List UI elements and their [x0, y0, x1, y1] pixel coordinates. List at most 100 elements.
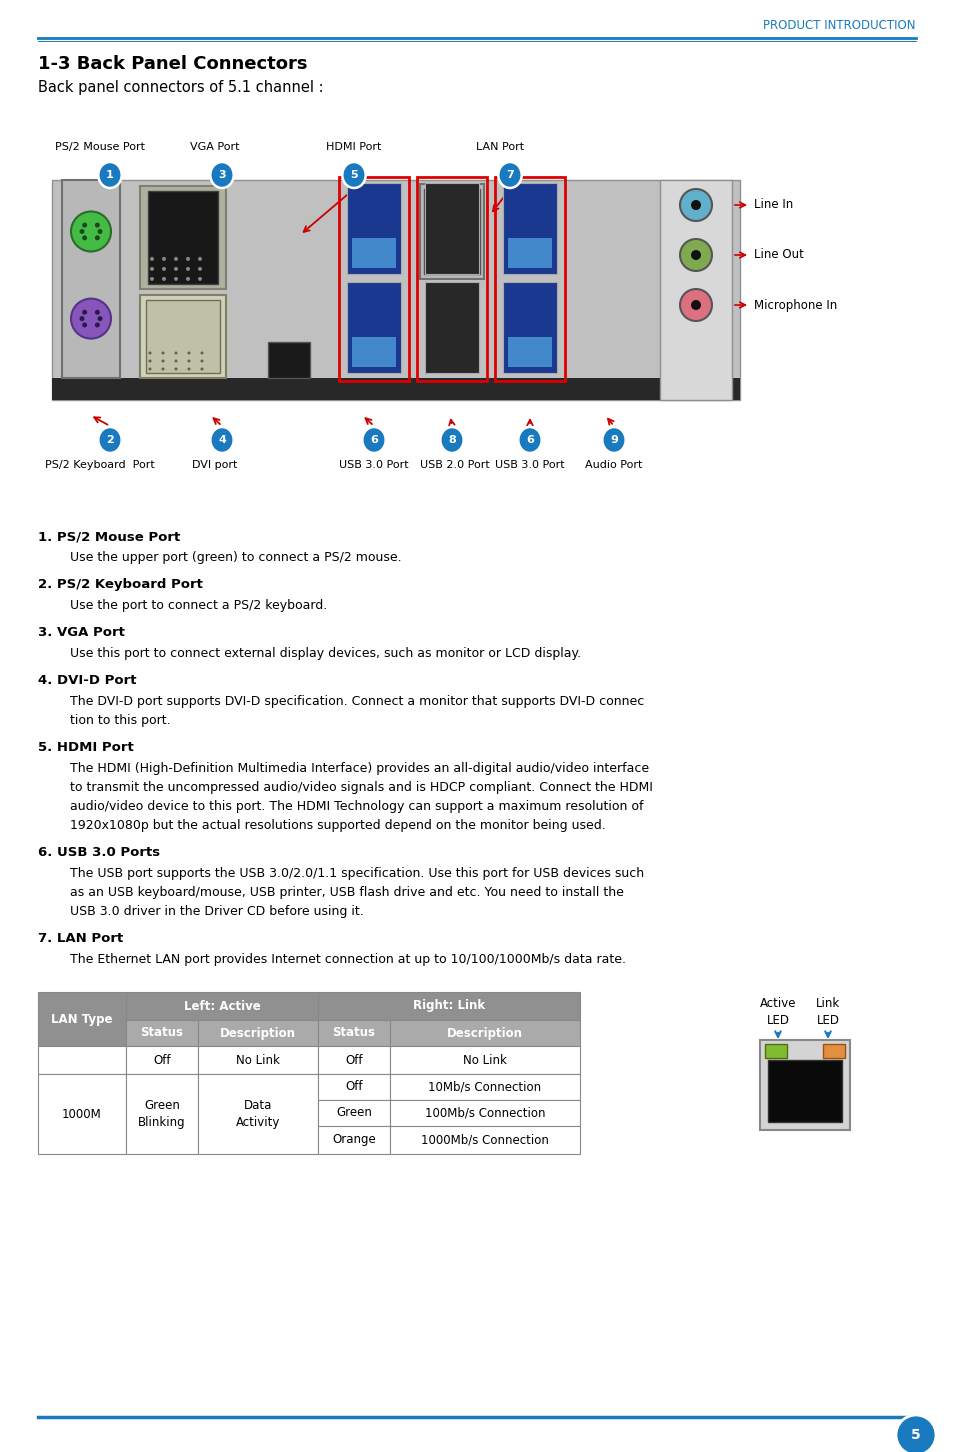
Bar	[352, 238, 395, 269]
Text: 2. PS/2 Keyboard Port: 2. PS/2 Keyboard Port	[38, 578, 203, 591]
Bar	[140, 186, 226, 289]
Text: Line Out: Line Out	[753, 248, 803, 261]
Ellipse shape	[210, 427, 233, 453]
Ellipse shape	[210, 163, 233, 187]
Circle shape	[188, 360, 191, 363]
Circle shape	[82, 309, 87, 315]
Text: DVI port: DVI port	[193, 460, 237, 470]
Bar	[502, 183, 557, 274]
Text: Off: Off	[345, 1054, 362, 1067]
Bar	[424, 183, 478, 274]
Text: USB 3.0 Port: USB 3.0 Port	[339, 460, 409, 470]
Text: 3. VGA Port: 3. VGA Port	[38, 626, 125, 639]
Circle shape	[94, 235, 100, 241]
Text: The USB port supports the USB 3.0/2.0/1.1 specification. Use this port for USB d: The USB port supports the USB 3.0/2.0/1.…	[70, 867, 643, 880]
Text: Off: Off	[153, 1054, 171, 1067]
Circle shape	[94, 309, 100, 315]
Circle shape	[162, 277, 166, 280]
Circle shape	[150, 277, 153, 280]
Text: 5: 5	[910, 1427, 920, 1442]
Text: No Link: No Link	[235, 1054, 279, 1067]
Text: PS/2 Keyboard  Port: PS/2 Keyboard Port	[45, 460, 154, 470]
Bar	[352, 337, 395, 367]
Text: 1: 1	[106, 170, 113, 180]
Text: 1000Mb/s Connection: 1000Mb/s Connection	[420, 1134, 548, 1147]
Text: 7. LAN Port: 7. LAN Port	[38, 932, 123, 945]
Circle shape	[71, 212, 111, 251]
Text: 1000M: 1000M	[62, 1108, 102, 1121]
Ellipse shape	[601, 427, 625, 453]
Text: 1-3 Back Panel Connectors: 1-3 Back Panel Connectors	[38, 55, 307, 73]
Text: 1920x1080p but the actual resolutions supported depend on the monitor being used: 1920x1080p but the actual resolutions su…	[70, 819, 605, 832]
Text: Data
Activity: Data Activity	[235, 1099, 280, 1130]
Circle shape	[161, 360, 164, 363]
Bar	[767, 1060, 841, 1122]
Bar	[338, 177, 409, 380]
Bar	[317, 1125, 390, 1154]
Text: tion to this port.: tion to this port.	[70, 714, 171, 727]
Bar	[416, 177, 486, 380]
Bar	[198, 1045, 317, 1074]
Bar	[126, 1019, 198, 1045]
Text: Audio Port: Audio Port	[585, 460, 642, 470]
Circle shape	[679, 189, 711, 221]
Circle shape	[690, 200, 700, 211]
Circle shape	[149, 351, 152, 354]
Text: USB 3.0 driver in the Driver CD before using it.: USB 3.0 driver in the Driver CD before u…	[70, 905, 363, 918]
Circle shape	[198, 267, 202, 272]
Bar	[507, 337, 552, 367]
Bar	[390, 1074, 579, 1101]
Bar	[140, 295, 226, 378]
Bar	[317, 1101, 390, 1125]
Bar	[126, 1045, 198, 1074]
Circle shape	[173, 277, 178, 280]
Circle shape	[82, 322, 87, 328]
Ellipse shape	[440, 427, 463, 453]
Circle shape	[82, 235, 87, 241]
Text: 6: 6	[525, 436, 534, 444]
Text: Active: Active	[759, 998, 796, 1011]
Text: Orange: Orange	[332, 1134, 375, 1147]
Bar	[502, 282, 557, 373]
Text: USB 2.0 Port: USB 2.0 Port	[419, 460, 489, 470]
Ellipse shape	[98, 163, 122, 187]
Text: 3: 3	[218, 170, 226, 180]
Bar	[146, 301, 220, 373]
Text: 6. USB 3.0 Ports: 6. USB 3.0 Ports	[38, 847, 160, 860]
Circle shape	[200, 367, 203, 370]
Bar	[760, 1040, 849, 1130]
Text: HDMI Port: HDMI Port	[326, 142, 381, 152]
Circle shape	[200, 351, 203, 354]
Bar	[126, 992, 317, 1019]
Text: VGA Port: VGA Port	[190, 142, 239, 152]
Circle shape	[679, 240, 711, 272]
Circle shape	[895, 1416, 935, 1452]
Bar	[659, 180, 731, 399]
Circle shape	[82, 222, 87, 228]
Bar	[347, 282, 400, 373]
Circle shape	[149, 360, 152, 363]
Text: Left: Active: Left: Active	[183, 999, 260, 1012]
Circle shape	[186, 257, 190, 261]
Bar	[764, 1044, 786, 1059]
Bar	[507, 238, 552, 269]
Circle shape	[94, 222, 100, 228]
Text: Status: Status	[333, 1027, 375, 1040]
Text: 1. PS/2 Mouse Port: 1. PS/2 Mouse Port	[38, 530, 180, 543]
Circle shape	[79, 317, 85, 321]
Bar	[390, 1019, 579, 1045]
Text: 2: 2	[106, 436, 113, 444]
Bar	[317, 992, 579, 1019]
Bar	[38, 1045, 126, 1074]
Circle shape	[186, 267, 190, 272]
Circle shape	[150, 267, 153, 272]
Bar	[198, 1074, 317, 1154]
Text: Green
Blinking: Green Blinking	[138, 1099, 186, 1130]
Text: Use the port to connect a PS/2 keyboard.: Use the port to connect a PS/2 keyboard.	[70, 600, 327, 611]
Circle shape	[149, 367, 152, 370]
Bar	[390, 1045, 579, 1074]
Bar	[317, 1045, 390, 1074]
Text: LAN Type: LAN Type	[51, 1012, 112, 1025]
Bar	[126, 1074, 198, 1154]
Bar	[390, 1101, 579, 1125]
